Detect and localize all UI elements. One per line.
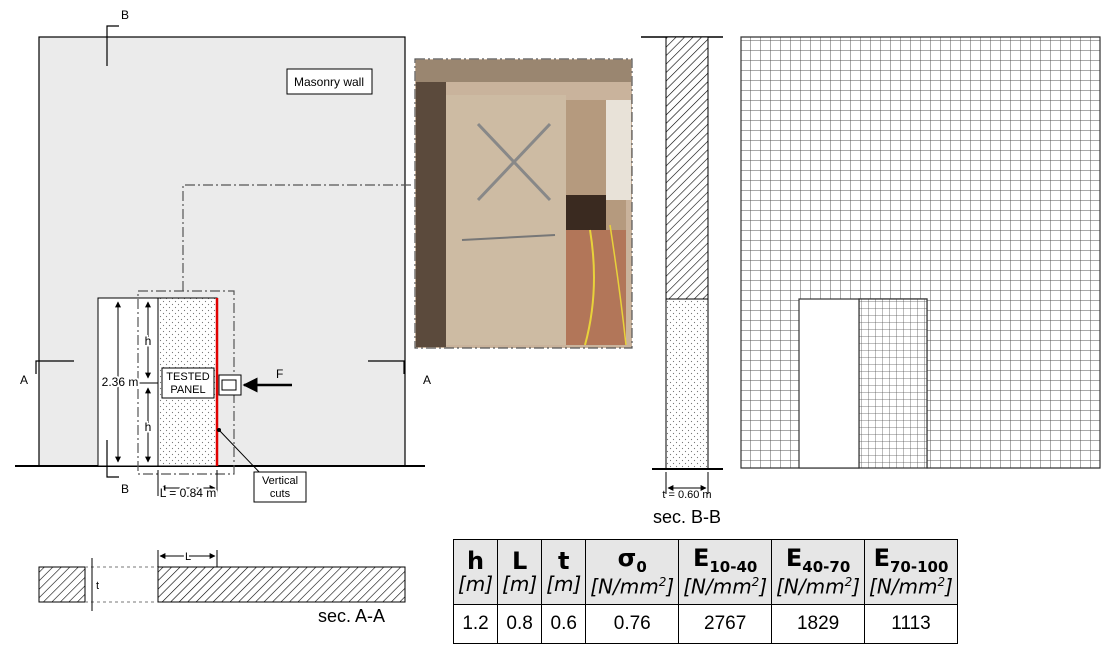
table-cell: 1829	[771, 604, 866, 644]
section-aa-l-label: L	[185, 551, 191, 563]
section-aa: L t sec. A-A	[38, 549, 406, 626]
h-lower-label: h	[145, 420, 152, 434]
header-unit: [N/mm2]	[683, 574, 768, 599]
header-symbol: t	[557, 546, 570, 575]
table-header-cell: t [m]	[541, 539, 587, 605]
length-dim-label: L = 0.84 m	[160, 486, 217, 500]
table-header-cell: h [m]	[452, 539, 499, 605]
h-upper-label: h	[145, 334, 152, 348]
cuts-label-box	[253, 471, 307, 503]
header-unit: [m]	[458, 572, 494, 597]
force-label: F	[276, 367, 283, 381]
panel-label-box	[161, 367, 215, 399]
properties-table: h [m] L [m] t [m] σ0 [N/mm2] E10-40 [N/mm2] E40-70…	[452, 539, 958, 644]
table-cell: 1113	[864, 604, 958, 644]
table-row: 1.2 0.8 0.6 0.76 2767 1829 1113	[452, 604, 958, 644]
section-mark-b-bottom	[106, 440, 119, 478]
cuts-leader	[218, 429, 263, 476]
header-symbol: h	[467, 546, 485, 575]
height-dim-label: 2.36 m	[102, 375, 139, 389]
section-bb: t = 0.60 m sec. B-B	[641, 36, 723, 527]
section-a-left-label: A	[20, 373, 28, 387]
section-mark-a-right	[368, 360, 405, 374]
table-cell: 0.6	[541, 604, 587, 644]
table-cell: 2767	[678, 604, 773, 644]
photo-callout-line	[182, 184, 412, 291]
table-cell: 1.2	[452, 604, 499, 644]
section-aa-t-label: t	[96, 580, 99, 592]
wall-label-box	[286, 68, 373, 95]
header-unit: [m]	[546, 572, 582, 597]
section-aa-title: sec. A-A	[318, 606, 385, 626]
wall-label: Masonry wall	[294, 75, 364, 89]
test-photo	[414, 58, 633, 349]
header-symbol: L	[511, 546, 528, 575]
section-mark-b-top	[106, 25, 119, 66]
section-bb-t-dim: t = 0.60 m	[662, 489, 711, 501]
header-unit: [N/mm2]	[590, 574, 675, 599]
elevation-view: Masonry wall A A B B h h 2.36 m TESTED P…	[15, 8, 431, 503]
header-unit: [m]	[502, 572, 538, 597]
masonry-wall	[38, 36, 406, 467]
section-b-bottom-label: B	[121, 482, 129, 496]
table-header-cell: E40-70 [N/mm2]	[771, 539, 866, 605]
header-symbol: E10-40	[692, 544, 758, 577]
fe-mesh	[740, 36, 1101, 469]
header-unit: [N/mm2]	[776, 574, 861, 599]
header-symbol: E70-100	[873, 544, 949, 577]
panel-label-line1: TESTED	[166, 371, 209, 383]
panel-label-line2: PANEL	[170, 384, 205, 396]
section-mark-a-left	[35, 360, 74, 374]
table-header-row: h [m] L [m] t [m] σ0 [N/mm2] E10-40 [N/mm2] E40-70…	[452, 539, 958, 605]
table-header-cell: E70-100 [N/mm2]	[864, 539, 958, 605]
cuts-label-line2: cuts	[270, 488, 291, 500]
table-header-cell: L [m]	[497, 539, 543, 605]
table-header-cell: σ0 [N/mm2]	[585, 539, 680, 605]
table-cell: 0.76	[585, 604, 680, 644]
section-bb-title: sec. B-B	[653, 507, 721, 527]
header-unit: [N/mm2]	[869, 574, 953, 599]
header-symbol: σ0	[617, 544, 647, 577]
table-header-cell: E10-40 [N/mm2]	[678, 539, 773, 605]
section-b-top-label: B	[121, 8, 129, 22]
section-a-right-label: A	[423, 373, 431, 387]
table-cell: 0.8	[497, 604, 543, 644]
header-symbol: E40-70	[785, 544, 851, 577]
cuts-label-line1: Vertical	[262, 475, 298, 487]
